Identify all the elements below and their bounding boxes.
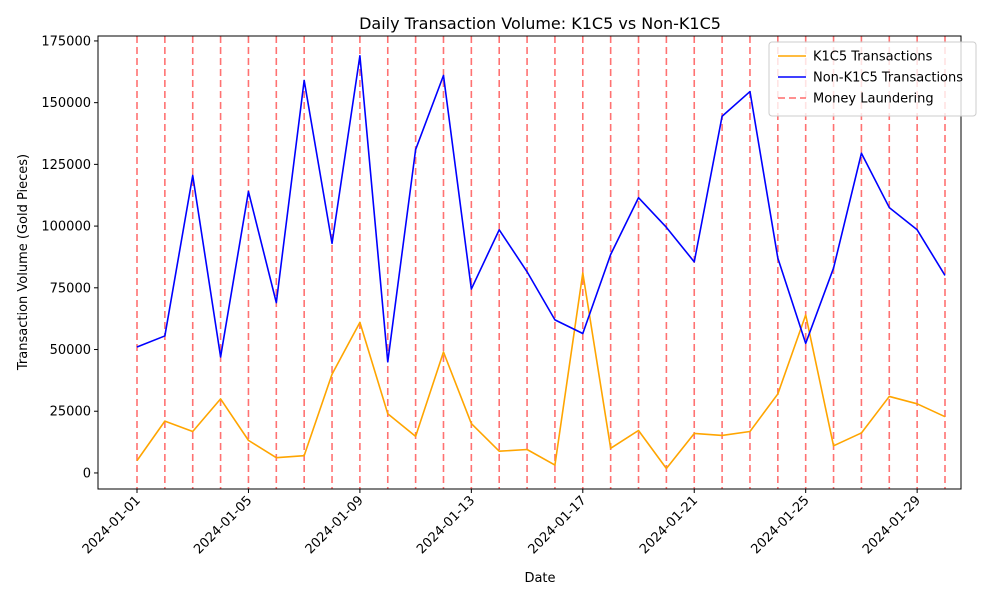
y-tick-label: 175000 <box>41 34 91 49</box>
plot-frame <box>97 35 962 490</box>
y-tick-label: 150000 <box>41 96 91 111</box>
chart-title: Daily Transaction Volume: K1C5 vs Non-K1… <box>359 14 721 33</box>
legend-label-k1c5: K1C5 Transactions <box>813 50 933 65</box>
legend: K1C5 Transactions Non-K1C5 Transactions Mo… <box>768 41 977 117</box>
y-tick-label: 125000 <box>41 158 91 173</box>
y-tick-label: 50000 <box>50 343 91 358</box>
legend-label-money-laundering: Money Laundering <box>813 92 934 107</box>
y-tick-label: 0 <box>83 466 91 481</box>
legend-label-non-k1c5: Non-K1C5 Transactions <box>813 71 963 86</box>
y-axis-label: Transaction Volume (Gold Pieces) <box>16 154 31 371</box>
series-lines <box>136 54 946 470</box>
series-line-k1c5 <box>136 272 946 470</box>
series-line-non-k1c5 <box>136 54 946 363</box>
y-tick-label: 100000 <box>41 220 91 235</box>
marker-lines <box>136 36 946 489</box>
y-tick-label: 25000 <box>50 405 91 420</box>
legend-box <box>768 41 977 117</box>
y-tick-label: 75000 <box>50 281 91 296</box>
x-axis-label: Date <box>524 571 555 586</box>
